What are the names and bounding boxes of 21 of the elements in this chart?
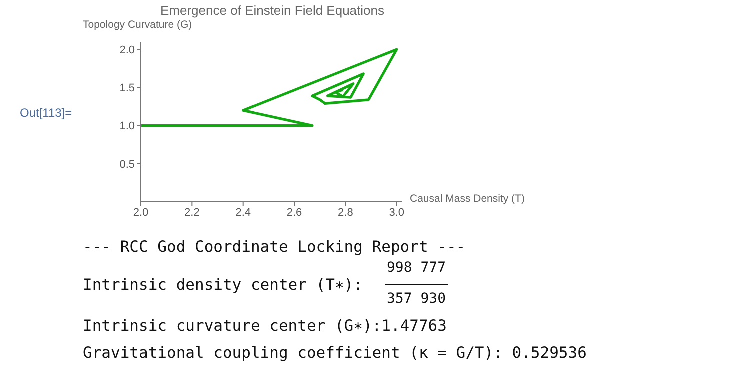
y-tick-label: 2.0	[120, 44, 135, 57]
text: Gravitational coupling coefficient (κ = G/T): 0.529536	[83, 344, 587, 362]
x-tick-label: 3.0	[389, 206, 405, 219]
text: 357 930	[386, 290, 448, 307]
text: Intrinsic density center (T∗):	[83, 276, 363, 294]
y-tick-label: 1.5	[120, 82, 135, 95]
x-tick-label: 2.6	[286, 206, 302, 219]
y-axis-title: Topology Curvature (G)	[83, 19, 192, 31]
x-tick-label: 2.0	[133, 206, 149, 219]
text: 998 777	[385, 260, 448, 285]
x-tick-label: 2.4	[236, 206, 251, 219]
y-tick-label: 1.0	[120, 120, 135, 133]
x-tick-label: 2.2	[184, 206, 200, 219]
text: Intrinsic curvature center (G∗):1.47763	[83, 317, 447, 335]
x-tick-label: 2.8	[338, 206, 354, 219]
text: --- RCC God Coordinate Locking Report ---	[83, 238, 466, 256]
y-tick-label: 0.5	[120, 158, 135, 171]
line-series	[141, 48, 398, 128]
x-axis-title: Causal Mass Density (T)	[410, 193, 525, 205]
text: Out[113]=	[20, 106, 72, 120]
chart-title: Emergence of Einstein Field Equations	[159, 3, 386, 18]
